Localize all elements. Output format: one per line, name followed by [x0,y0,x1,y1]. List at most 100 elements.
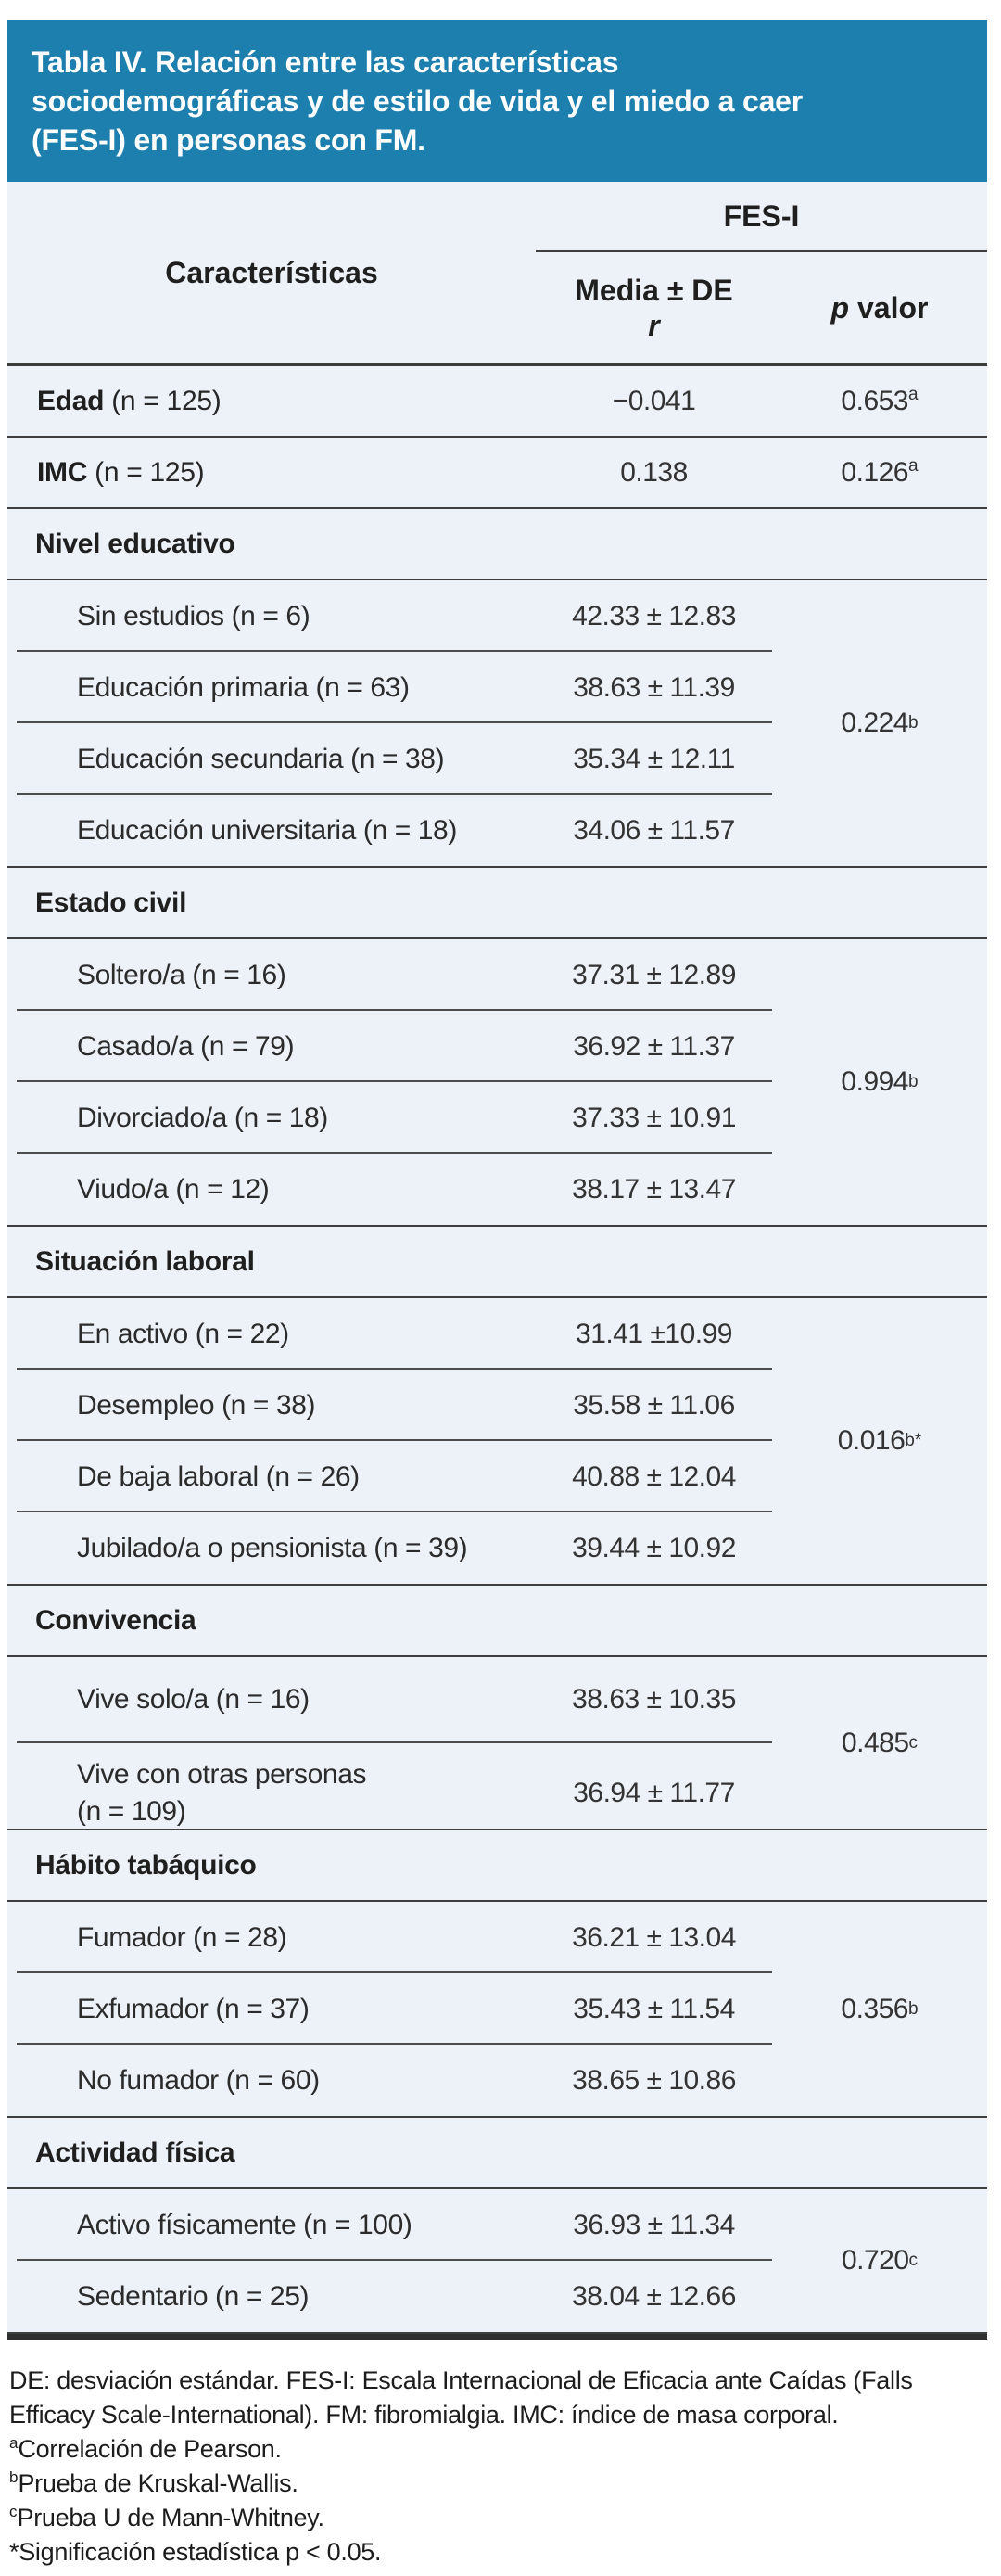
table-title-line-1: Tabla IV. Relación entre las característ… [32,45,619,79]
footnote-line: cPrueba U de Mann-Whitney. [9,2503,324,2531]
row-label: Vive con otras personas (n = 109) [77,1758,367,1827]
table-row: Exfumador (n = 37) 35.43 ± 11.54 [7,1973,772,2045]
row-label: Fumador (n = 28) [77,1921,287,1953]
table-row: Fumador (n = 28) 36.21 ± 13.04 [7,1902,772,1973]
row-label: Sin estudios (n = 6) [77,600,310,631]
row-label: Soltero/a (n = 16) [77,959,286,990]
p-value: 0.356 b [841,1993,919,2024]
row-label: De baja laboral (n = 26) [77,1460,360,1492]
table-row: Sedentario (n = 25) 38.04 ± 12.66 [7,2261,772,2332]
section-group: En activo (n = 22) 31.41 ±10.99 Desempleo … [7,1298,987,1586]
table-row: Educación universitaria (n = 18) 34.06 ± … [7,795,772,866]
media-value: 35.58 ± 11.06 [573,1389,735,1421]
media-value: 36.21 ± 13.04 [572,1921,736,1953]
fesi-column-group: FES-I Media ± DE r p valor [536,182,987,363]
table-rows: Edad (n = 125) −0.041 0.653a IMC (n = 125) 0… [7,366,987,2334]
footnote-line: aCorrelación de Pearson. [9,2434,282,2463]
footnote-line: DE: desviación estándar. FES-I: Escala I… [9,2366,913,2429]
media-value: 31.41 ±10.99 [576,1318,732,1349]
row-label: Edad (n = 125) [37,385,222,416]
p-superscript: a [908,384,919,404]
table-row: IMC (n = 125) 0.138 0.126a [7,438,987,509]
table-header: Características FES-I Media ± DE r p val… [7,182,987,366]
media-value: 40.88 ± 12.04 [572,1460,736,1492]
table-title-banner: Tabla IV. Relación entre las característ… [7,20,987,182]
media-value: 37.33 ± 10.91 [572,1102,736,1133]
table-panel: Características FES-I Media ± DE r p val… [7,182,987,2334]
table-row: Viudo/a (n = 12) 38.17 ± 13.47 [7,1154,772,1225]
media-value: 34.06 ± 11.57 [573,814,735,846]
row-label: Educación universitaria (n = 18) [77,814,457,846]
characteristics-label: Características [165,255,378,289]
p-value: 0.720 c [841,2245,919,2276]
section-subrows: Fumador (n = 28) 36.21 ± 13.04 Exfumador (… [7,1902,772,2116]
table-row: Educación secundaria (n = 38) 35.34 ± 12.… [7,723,772,795]
media-value: 38.17 ± 13.47 [572,1173,736,1205]
valor-label: valor [849,290,929,325]
fesi-underline [536,250,987,252]
media-value: −0.041 [612,385,696,416]
section-group: Activo físicamente (n = 100) 36.93 ± 11.3… [7,2189,987,2334]
row-label: Divorciado/a (n = 18) [77,1102,328,1133]
section-group: Sin estudios (n = 6) 42.33 ± 12.83 Educaci… [7,580,987,868]
media-value: 35.34 ± 12.11 [573,743,735,774]
media-value: 38.04 ± 12.66 [572,2280,736,2312]
row-label: Viudo/a (n = 12) [77,1173,270,1205]
row-label: Desempleo (n = 38) [77,1389,316,1421]
footnote-superscript: c [9,2503,18,2520]
section-subrows: En activo (n = 22) 31.41 ±10.99 Desempleo … [7,1298,772,1584]
table-row: No fumador (n = 60) 38.65 ± 10.86 [7,2045,772,2116]
table-row: De baja laboral (n = 26) 40.88 ± 12.04 [7,1441,772,1512]
row-label-bold: IMC [37,456,88,488]
media-value: 38.63 ± 11.39 [573,671,735,703]
media-value: 42.33 ± 12.83 [572,600,736,631]
table-row: Vive con otras personas (n = 109) 36.94 ±… [7,1743,772,1830]
section-header: Estado civil [7,868,987,939]
row-label: IMC (n = 125) [37,456,205,488]
row-label: En activo (n = 22) [77,1318,289,1349]
table-row: Sin estudios (n = 6) 42.33 ± 12.83 [7,580,772,652]
table-title-line-3: (FES-I) en personas con FM. [32,123,425,157]
section-subrows: Vive solo/a (n = 16) 38.63 ± 10.35 Vive co… [7,1657,772,1829]
table-row: Vive solo/a (n = 16) 38.63 ± 10.35 [7,1657,772,1743]
media-value: 38.63 ± 10.35 [572,1684,736,1715]
footnote-superscript: a [9,2434,19,2452]
table-row: En activo (n = 22) 31.41 ±10.99 [7,1298,772,1370]
section-group: Vive solo/a (n = 16) 38.63 ± 10.35 Vive co… [7,1657,987,1830]
table-row: Educación primaria (n = 63) 38.63 ± 11.39 [7,652,772,723]
media-value: 35.43 ± 11.54 [573,1993,735,2024]
row-label-bold: Edad [37,385,105,416]
section-header: Actividad física [7,2118,987,2189]
row-label: Educación primaria (n = 63) [77,671,410,703]
column-header-characteristics: Características [7,182,536,363]
table-row: Soltero/a (n = 16) 37.31 ± 12.89 [7,939,772,1011]
footnote-line: bPrueba de Kruskal-Wallis. [9,2468,298,2497]
row-label: Vive solo/a (n = 16) [77,1684,310,1715]
table-figure: Tabla IV. Relación entre las característ… [7,20,987,2570]
fesi-subcolumns: Media ± DE r p valor [536,252,987,363]
row-label: Casado/a (n = 79) [77,1030,295,1062]
table-row: Edad (n = 125) −0.041 0.653a [7,366,987,438]
media-value: 37.31 ± 12.89 [572,959,736,990]
section-header: Nivel educativo [7,509,987,580]
media-value: 38.65 ± 10.86 [572,2064,736,2096]
footnote-line: *Significación estadística p < 0.05. [9,2538,382,2566]
p-italic-label: p [830,290,850,325]
fesi-group-label: FES-I [723,198,800,233]
p-value: 0.016 b* [837,1425,922,1456]
row-label: Educación secundaria (n = 38) [77,743,445,774]
table-row: Jubilado/a o pensionista (n = 39) 39.44 ±… [7,1512,772,1584]
table-bottom-rule [7,2334,987,2340]
column-header-media: Media ± DE r [536,273,772,343]
footnotes: DE: desviación estándar. FES-I: Escala I… [7,2340,987,2570]
column-header-pvalue: p valor [772,291,987,325]
p-value: 0.485 c [841,1727,919,1758]
section-group: Soltero/a (n = 16) 37.31 ± 12.89 Casado/a … [7,939,987,1227]
row-label: No fumador (n = 60) [77,2064,320,2096]
section-header: Convivencia [7,1586,987,1657]
media-value: 36.92 ± 11.37 [573,1030,735,1062]
media-value: 36.94 ± 11.77 [573,1777,735,1808]
p-superscript: a [908,455,919,476]
row-label: Activo físicamente (n = 100) [77,2209,412,2240]
table-row: Casado/a (n = 79) 36.92 ± 11.37 [7,1011,772,1082]
